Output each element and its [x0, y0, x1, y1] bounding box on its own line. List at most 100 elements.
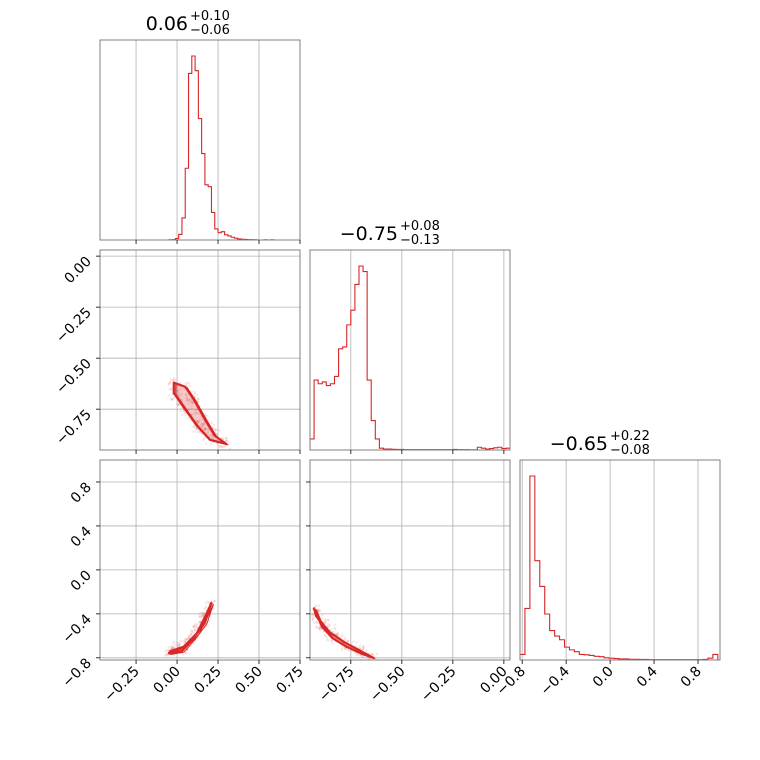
scatter-point	[193, 628, 196, 632]
scatter-point	[189, 632, 193, 636]
scatter-point	[184, 393, 188, 396]
scatter-point	[202, 422, 205, 426]
scatter-point	[194, 629, 197, 633]
scatter-point	[327, 625, 331, 628]
panel-frame	[519, 459, 721, 661]
scatter-point	[203, 428, 206, 432]
scatter-point	[172, 642, 175, 645]
scatter-point	[343, 638, 346, 641]
scatter-point	[197, 420, 201, 424]
scatter-point	[361, 655, 365, 658]
scatter-point	[184, 640, 187, 643]
scatter-point	[190, 400, 194, 404]
scatter-point	[186, 637, 190, 640]
scatter-point	[187, 399, 190, 402]
scatter-point	[176, 388, 179, 392]
scatter-point	[356, 652, 359, 656]
scatter-point	[194, 408, 198, 412]
scatter-point	[201, 612, 204, 615]
scatter-point	[180, 398, 184, 402]
scatter-point	[186, 381, 189, 384]
scatter-point	[226, 439, 229, 442]
scatter-point	[204, 601, 208, 605]
title-lower-error: −0.06	[190, 23, 230, 38]
scatter-point	[346, 648, 349, 651]
x-tick-label: −0.50	[367, 664, 409, 706]
scatter-point	[228, 447, 232, 450]
scatter-point	[204, 427, 207, 431]
scatter-point	[198, 612, 201, 615]
scatter-point	[177, 394, 180, 397]
scatter-point	[367, 657, 370, 660]
scatter-point	[319, 609, 322, 612]
scatter-point	[192, 424, 196, 428]
scatter-point	[192, 624, 196, 628]
scatter-point	[347, 649, 351, 652]
scatter-point	[371, 652, 375, 656]
y-tick-label: −0.25	[53, 305, 95, 347]
density-contour-inner	[175, 382, 229, 446]
panel-2-1: −0.75 −0.50 −0.25 0.00	[306, 459, 511, 706]
scatter-point	[171, 378, 175, 381]
scatter-point	[189, 398, 192, 402]
scatter-point	[343, 636, 346, 639]
scatter-point	[189, 398, 192, 401]
scatter-point	[196, 397, 200, 401]
scatter-point	[185, 637, 189, 641]
scatter-point	[168, 382, 172, 385]
scatter-point	[195, 623, 199, 626]
scatter-point	[190, 629, 194, 632]
y-tick-label: −0.4	[59, 611, 94, 646]
scatter-point	[331, 639, 334, 643]
x-tick-label: −0.25	[418, 664, 460, 706]
scatter-point	[350, 642, 353, 645]
scatter-point	[173, 654, 176, 657]
scatter-point	[188, 634, 192, 637]
scatter-point	[184, 638, 187, 641]
scatter-point	[225, 439, 228, 442]
scatter-point	[212, 607, 215, 610]
scatter-point	[191, 630, 194, 634]
scatter-point	[209, 599, 213, 602]
scatter-point	[324, 621, 328, 624]
scatter-point	[316, 621, 319, 625]
scatter-point	[315, 604, 318, 608]
scatter-point	[190, 630, 193, 633]
scatter-point	[370, 653, 374, 656]
scatter-point	[225, 436, 228, 440]
title-upper-error: +0.22	[610, 429, 650, 444]
scatter-point	[193, 426, 197, 430]
scatter-point	[204, 442, 208, 445]
scatter-point	[209, 443, 213, 446]
scatter-point	[165, 652, 169, 655]
panel-2-2: −0.8 −0.4 0.0 0.4 0.8	[494, 459, 721, 699]
panel-frame	[99, 249, 301, 451]
scatter-point	[192, 412, 196, 416]
scatter-point	[204, 605, 208, 609]
scatter-point	[322, 630, 325, 633]
scatter-point	[174, 378, 177, 381]
scatter-point	[204, 413, 207, 417]
plot-area	[310, 265, 510, 450]
scatter-point	[199, 611, 202, 615]
scatter-point	[184, 414, 187, 417]
title-upper-error: +0.08	[400, 219, 440, 234]
scatter-point	[167, 381, 171, 385]
scatter-point	[328, 623, 331, 627]
scatter-point	[177, 403, 180, 406]
scatter-point	[179, 410, 182, 413]
y-tick-label: 0.00	[61, 254, 94, 287]
y-tick-label: 0.0	[68, 567, 95, 594]
scatter-point	[366, 656, 369, 659]
scatter-point	[314, 621, 318, 624]
scatter-point	[198, 418, 202, 421]
scatter-point	[205, 607, 208, 610]
scatter-point	[190, 632, 193, 635]
scatter-point	[185, 638, 189, 642]
scatter-point	[203, 427, 207, 431]
scatter-point	[183, 411, 187, 414]
panel-frame	[309, 459, 511, 661]
density-contour-outer	[167, 601, 213, 655]
scatter-point	[164, 654, 167, 657]
scatter-point	[194, 623, 197, 626]
